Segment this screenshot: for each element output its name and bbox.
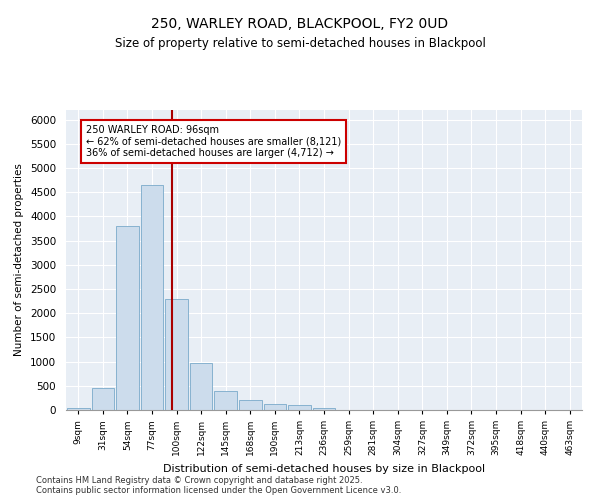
Bar [116,226,139,410]
Text: Contains HM Land Registry data © Crown copyright and database right 2025.
Contai: Contains HM Land Registry data © Crown c… [36,476,401,495]
X-axis label: Distribution of semi-detached houses by size in Blackpool: Distribution of semi-detached houses by … [163,464,485,473]
Text: Size of property relative to semi-detached houses in Blackpool: Size of property relative to semi-detach… [115,38,485,51]
Bar [214,390,237,410]
Bar [239,400,262,410]
Bar [313,408,335,410]
Bar [190,362,212,410]
Bar [165,298,188,410]
Bar [288,405,311,410]
Text: 250 WARLEY ROAD: 96sqm
← 62% of semi-detached houses are smaller (8,121)
36% of : 250 WARLEY ROAD: 96sqm ← 62% of semi-det… [86,124,341,158]
Bar [263,404,286,410]
Text: 250, WARLEY ROAD, BLACKPOOL, FY2 0UD: 250, WARLEY ROAD, BLACKPOOL, FY2 0UD [151,18,449,32]
Bar [67,408,89,410]
Bar [140,185,163,410]
Y-axis label: Number of semi-detached properties: Number of semi-detached properties [14,164,25,356]
Bar [92,388,114,410]
